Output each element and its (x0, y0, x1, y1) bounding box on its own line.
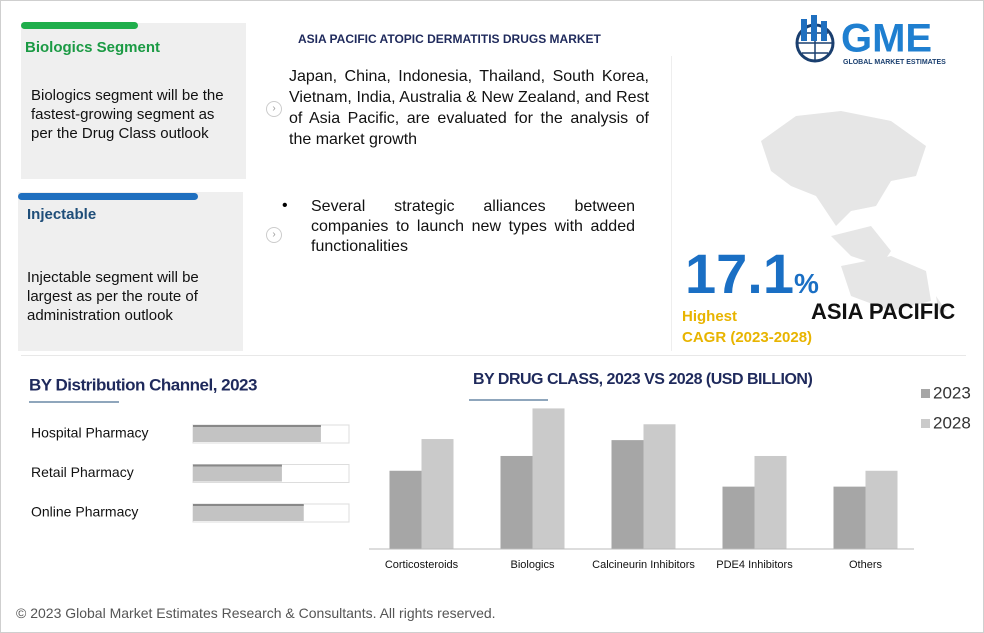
logo-text: GME (841, 17, 932, 61)
category-label: Online Pharmacy (31, 504, 138, 520)
bar (421, 439, 454, 549)
accent-bar (21, 22, 138, 29)
x-tick-label: Others (849, 559, 883, 571)
bar (389, 470, 422, 549)
cagr-value: 17.1 (685, 242, 794, 305)
bar (193, 465, 282, 482)
chart-title: BY DRUG CLASS, 2023 VS 2028 (USD BILLION… (473, 371, 812, 388)
legend-label: 2023 (933, 383, 971, 402)
segment-card (18, 192, 243, 351)
bullet-text: Several strategic alliances between comp… (311, 198, 635, 255)
bar (865, 470, 898, 549)
segment-title: Biologics Segment (25, 39, 161, 56)
logo: GME GLOBAL MARKET ESTIMATES (795, 15, 946, 66)
logo-subtitle: GLOBAL MARKET ESTIMATES (843, 59, 946, 66)
bar (193, 505, 304, 521)
main-title: ASIA PACIFIC ATOPIC DERMATITIS DRUGS MAR… (298, 32, 601, 46)
divider (21, 355, 966, 356)
map (761, 111, 946, 314)
segment-text: Injectable segment will be largest as pe… (27, 269, 199, 324)
chart-title: BY Distribution Channel, 2023 (29, 375, 257, 394)
legend-swatch (921, 389, 930, 398)
category-label: Retail Pharmacy (31, 464, 134, 480)
bar (193, 426, 321, 442)
segment-card (21, 23, 246, 179)
footer: © 2023 Global Market Estimates Research … (16, 605, 496, 621)
region: ASIA PACIFIC (811, 299, 956, 324)
bar (833, 486, 866, 549)
arrow-icon: › (266, 227, 282, 243)
bar (643, 424, 676, 549)
legend-label: 2028 (933, 413, 971, 432)
bar (722, 486, 755, 549)
cagr-unit: % (794, 268, 819, 299)
bullet-dot: • (282, 197, 288, 214)
x-tick-label: Biologics (510, 559, 555, 571)
category-label: Hospital Pharmacy (31, 425, 149, 441)
segment-text: Biologics segment will be the fastest-gr… (31, 87, 224, 142)
legend-swatch (921, 419, 930, 428)
accent-bar (18, 193, 198, 200)
segment-title: Injectable (27, 206, 97, 223)
cagr-label: Highest (682, 308, 738, 325)
x-tick-label: Corticosteroids (385, 559, 459, 571)
divider (671, 56, 672, 351)
cagr: 17.1% (685, 241, 819, 306)
arrow-icon: › (266, 101, 282, 117)
bar (754, 455, 787, 549)
bar (532, 408, 565, 549)
x-tick-label: Calcineurin Inhibitors (592, 559, 695, 571)
x-tick-label: PDE4 Inhibitors (716, 559, 793, 571)
bullet-text: Japan, China, Indonesia, Thailand, South… (289, 68, 649, 148)
bar (611, 440, 644, 549)
cagr-period: CAGR (2023-2028) (682, 329, 813, 346)
charts: BY Distribution Channel, 2023 Hospital Ph… (29, 371, 971, 571)
bar (500, 455, 533, 549)
